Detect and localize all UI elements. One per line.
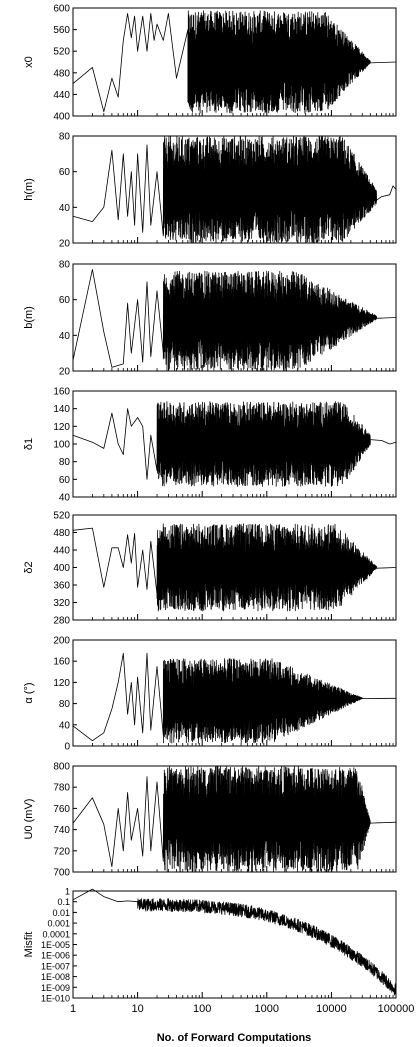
panel-6: 0 40 80 120 160 200 α (°) (23, 636, 397, 753)
y-axis-label: Misfit (23, 932, 35, 958)
y-tick-label: 40 (59, 493, 71, 504)
y-tick-label: 0.0001 (42, 929, 70, 939)
y-tick-label: 320 (53, 598, 70, 609)
y-tick-label: 0.01 (52, 908, 70, 918)
y-tick-label: 120 (53, 678, 70, 689)
y-axis-label: α (°) (23, 682, 35, 703)
y-tick-label: 20 (59, 239, 71, 250)
panel-5: 280 320 360 400 440 480 520 δ2 (23, 511, 397, 627)
series-line (72, 765, 397, 873)
y-axis-label: U0 (mV) (23, 799, 35, 840)
panels: 400440480520560600x020406080h(m)20406080… (23, 4, 397, 1004)
x-tick-label: 10000 (316, 1003, 347, 1015)
y-tick-label: 160 (53, 387, 70, 398)
y-axis-label: b(m) (23, 306, 35, 329)
y-tick-label: 1E-005 (41, 940, 70, 950)
series-line (72, 888, 397, 996)
y-tick-label: 80 (59, 457, 71, 468)
y-tick-label: 0.001 (47, 919, 70, 929)
x-tick-labels: 1 10 100 1000 10000 100000 (70, 1003, 414, 1015)
y-tick-label: 1E-009 (41, 983, 70, 993)
panel-frame (72, 765, 397, 873)
y-tick-label: 200 (53, 636, 70, 647)
y-tick-label: 0 (64, 742, 70, 753)
y-tick-label: 1E-008 (41, 972, 70, 982)
y-axis-label: h(m) (23, 178, 35, 201)
y-tick-label: 560 (53, 25, 70, 36)
x-tick-label: 1000 (255, 1003, 279, 1015)
panel-3: 20 40 60 80 b(m) (23, 260, 397, 378)
panel-frame (72, 639, 397, 747)
panel-7: 700 720 740 760 780 800 U0 (mV) (23, 762, 397, 879)
y-tick-label: 440 (53, 546, 70, 557)
y-tick-label: 520 (53, 47, 70, 58)
y-tick-label: 480 (53, 68, 70, 79)
y-axis-label: δ2 (23, 561, 35, 573)
y-tick-label: 1E-007 (41, 961, 70, 971)
y-tick-label: 140 (53, 404, 70, 415)
y-tick-label: 20 (59, 367, 71, 378)
y-axis-label: x0 (23, 56, 35, 68)
y-tick-label: 280 (53, 616, 70, 627)
series-line (72, 652, 397, 744)
panel-4: 40 60 80 100 120 140 160 δ1 (23, 387, 397, 504)
y-tick-label: 600 (53, 4, 70, 15)
y-tick-label: 60 (59, 167, 71, 178)
y-tick-label: 0.1 (57, 897, 70, 907)
series-line (72, 135, 397, 244)
y-tick-label: 40 (59, 720, 71, 731)
y-tick-label: 1E-006 (41, 951, 70, 961)
y-tick-label: 60 (59, 295, 71, 306)
y-tick-label: 160 (53, 657, 70, 668)
series-line (72, 401, 397, 487)
y-tick-label: 1E-010 (41, 994, 70, 1004)
y-tick-label: 400 (53, 112, 70, 123)
y-tick-label: 60 (59, 475, 71, 486)
y-tick-label: 760 (53, 804, 70, 815)
y-tick-label: 400 (53, 563, 70, 574)
y-tick-label: 480 (53, 528, 70, 539)
y-tick-label: 360 (53, 581, 70, 592)
panel-2: 20 40 60 80 h(m) (23, 132, 397, 250)
x-tick-label: 1 (70, 1003, 76, 1015)
y-tick-label: 700 (53, 868, 70, 879)
y-tick-label: 120 (53, 422, 70, 433)
y-tick-label: 80 (59, 260, 71, 271)
y-tick-label: 780 (53, 783, 70, 794)
x-axis-label: No. of Forward Computations (157, 1032, 312, 1044)
y-tick-label: 440 (53, 90, 70, 101)
y-tick-label: 520 (53, 511, 70, 522)
y-tick-label: 800 (53, 762, 70, 773)
y-axis-label: δ1 (23, 438, 35, 450)
y-tick-label: 80 (59, 132, 71, 143)
y-tick-label: 40 (59, 203, 71, 214)
y-tick-label: 720 (53, 846, 70, 857)
panel-8: 1E-0101E-0091E-0081E-0071E-0061E-0050.00… (23, 887, 397, 1004)
x-tick-label: 10 (131, 1003, 143, 1015)
series-line (72, 269, 397, 372)
x-tick-label: 100000 (378, 1003, 415, 1015)
y-tick-label: 740 (53, 825, 70, 836)
y-tick-label: 100 (53, 440, 70, 451)
panel-1: 400 440 480 520 560 600 x0 (23, 4, 397, 123)
series-line (72, 523, 397, 612)
x-tick-label: 100 (193, 1003, 211, 1015)
y-tick-label: 1 (65, 887, 70, 897)
series-line (72, 10, 397, 114)
y-tick-label: 40 (59, 331, 71, 342)
y-tick-label: 80 (59, 699, 71, 710)
